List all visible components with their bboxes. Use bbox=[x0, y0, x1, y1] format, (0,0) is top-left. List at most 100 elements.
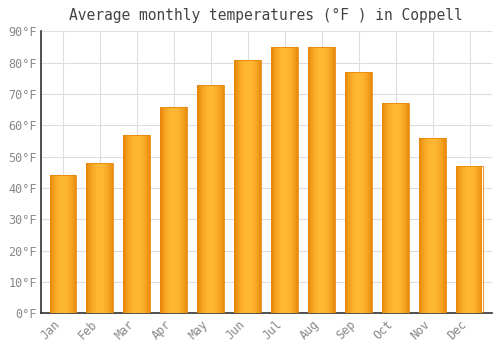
Bar bbox=[425, 138, 426, 313]
Bar bbox=[427, 138, 428, 313]
Bar bbox=[124, 135, 150, 313]
Bar bbox=[474, 166, 475, 313]
Bar bbox=[185, 107, 186, 313]
Bar bbox=[223, 85, 224, 313]
Bar bbox=[236, 60, 237, 313]
Bar bbox=[253, 60, 254, 313]
Bar bbox=[259, 60, 260, 313]
Bar bbox=[316, 47, 317, 313]
Bar bbox=[124, 135, 126, 313]
Bar bbox=[237, 60, 238, 313]
Bar bbox=[308, 47, 309, 313]
Bar bbox=[130, 135, 132, 313]
Bar bbox=[465, 166, 466, 313]
Bar bbox=[310, 47, 311, 313]
Bar bbox=[94, 163, 95, 313]
Bar bbox=[216, 85, 217, 313]
Bar bbox=[291, 47, 292, 313]
Bar bbox=[89, 163, 90, 313]
Bar bbox=[290, 47, 291, 313]
Bar bbox=[396, 104, 398, 313]
Bar bbox=[436, 138, 437, 313]
Bar bbox=[248, 60, 249, 313]
Bar bbox=[106, 163, 107, 313]
Bar bbox=[332, 47, 334, 313]
Bar bbox=[246, 60, 247, 313]
Bar bbox=[214, 85, 215, 313]
Bar bbox=[258, 60, 259, 313]
Bar bbox=[460, 166, 461, 313]
Bar bbox=[61, 175, 62, 313]
Bar bbox=[148, 135, 150, 313]
Bar bbox=[346, 72, 372, 313]
Bar bbox=[235, 60, 236, 313]
Bar bbox=[464, 166, 465, 313]
Bar bbox=[245, 60, 246, 313]
Bar bbox=[273, 47, 274, 313]
Bar bbox=[433, 138, 434, 313]
Bar bbox=[200, 85, 202, 313]
Bar bbox=[420, 138, 421, 313]
Bar bbox=[349, 72, 350, 313]
Bar bbox=[170, 107, 171, 313]
Bar bbox=[357, 72, 358, 313]
Bar bbox=[457, 166, 458, 313]
Bar bbox=[275, 47, 276, 313]
Bar bbox=[243, 60, 244, 313]
Bar bbox=[242, 60, 243, 313]
Bar bbox=[456, 166, 483, 313]
Bar bbox=[426, 138, 427, 313]
Bar bbox=[352, 72, 353, 313]
Bar bbox=[108, 163, 109, 313]
Bar bbox=[60, 175, 61, 313]
Bar bbox=[86, 163, 87, 313]
Bar bbox=[444, 138, 445, 313]
Bar bbox=[473, 166, 474, 313]
Bar bbox=[364, 72, 365, 313]
Bar bbox=[256, 60, 257, 313]
Bar bbox=[277, 47, 278, 313]
Bar bbox=[468, 166, 469, 313]
Bar bbox=[63, 175, 64, 313]
Bar bbox=[462, 166, 463, 313]
Bar bbox=[68, 175, 69, 313]
Bar bbox=[280, 47, 281, 313]
Bar bbox=[111, 163, 112, 313]
Bar bbox=[470, 166, 471, 313]
Bar bbox=[347, 72, 348, 313]
Bar bbox=[424, 138, 425, 313]
Bar bbox=[90, 163, 91, 313]
Bar bbox=[215, 85, 216, 313]
Bar bbox=[367, 72, 368, 313]
Bar bbox=[358, 72, 359, 313]
Bar bbox=[297, 47, 298, 313]
Bar bbox=[282, 47, 283, 313]
Bar bbox=[475, 166, 476, 313]
Bar bbox=[144, 135, 146, 313]
Bar bbox=[70, 175, 71, 313]
Bar bbox=[441, 138, 442, 313]
Bar bbox=[171, 107, 172, 313]
Bar bbox=[241, 60, 242, 313]
Bar bbox=[54, 175, 55, 313]
Bar bbox=[443, 138, 444, 313]
Bar bbox=[315, 47, 316, 313]
Bar bbox=[112, 163, 113, 313]
Bar bbox=[434, 138, 435, 313]
Bar bbox=[296, 47, 297, 313]
Bar bbox=[160, 107, 161, 313]
Bar bbox=[160, 107, 188, 313]
Bar bbox=[281, 47, 282, 313]
Bar bbox=[173, 107, 174, 313]
Bar bbox=[478, 166, 479, 313]
Bar bbox=[244, 60, 245, 313]
Bar bbox=[384, 104, 386, 313]
Bar bbox=[234, 60, 235, 313]
Bar bbox=[402, 104, 404, 313]
Bar bbox=[52, 175, 53, 313]
Bar bbox=[255, 60, 256, 313]
Bar bbox=[283, 47, 284, 313]
Bar bbox=[56, 175, 57, 313]
Bar bbox=[93, 163, 94, 313]
Bar bbox=[294, 47, 295, 313]
